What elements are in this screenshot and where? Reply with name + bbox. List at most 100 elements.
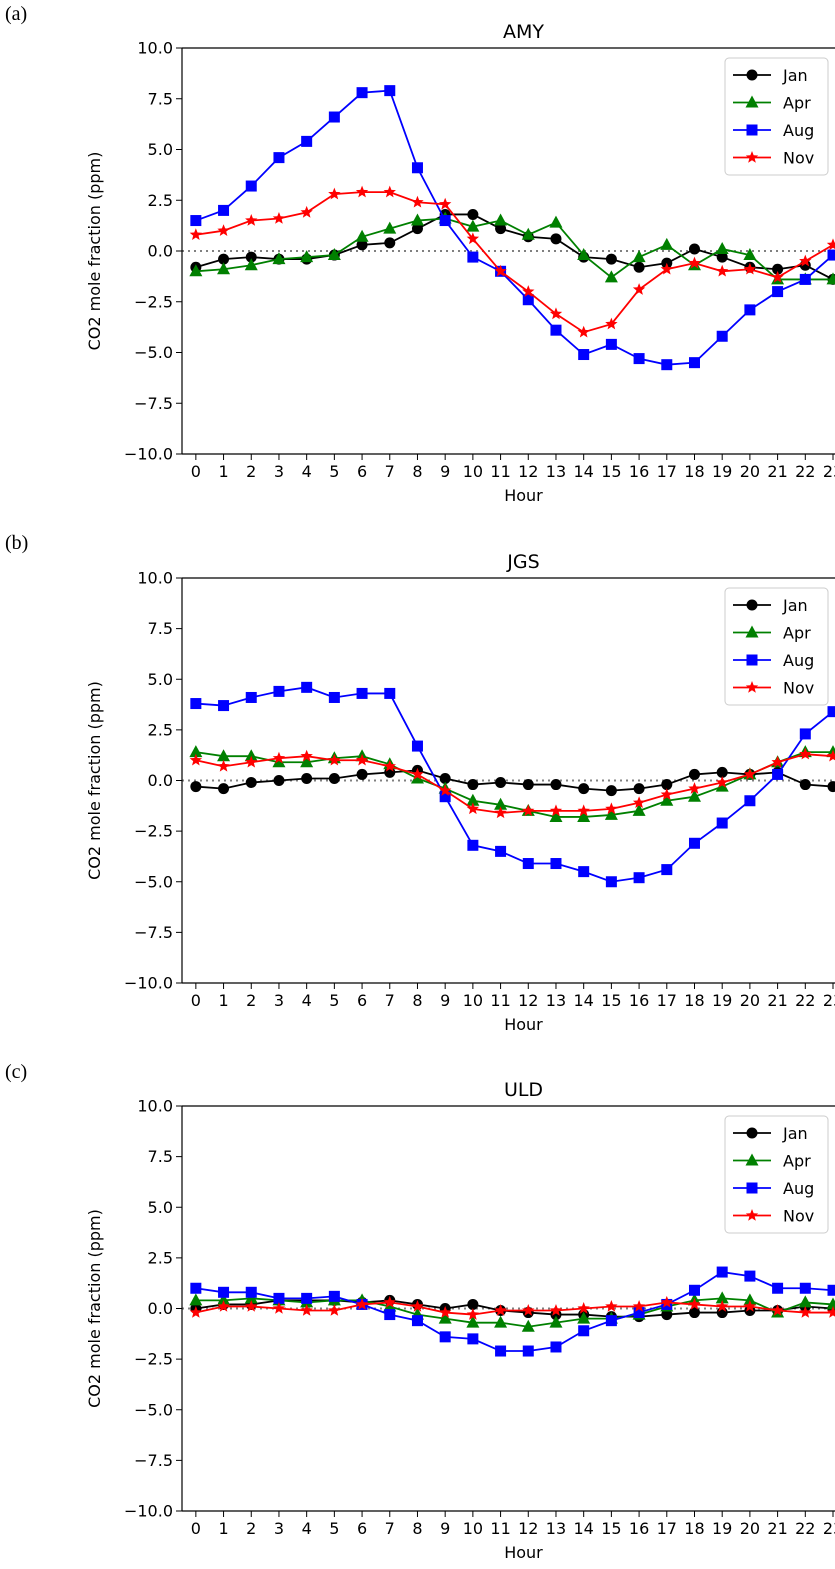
data-point-apr (327, 248, 341, 261)
y-axis-label: CO2 mole fraction (ppm) (85, 681, 104, 880)
data-point-apr (632, 803, 646, 816)
x-axis-label: Hour (504, 1543, 543, 1562)
data-point-aug (467, 1333, 479, 1345)
data-point-nov (522, 804, 535, 817)
data-point-nov (272, 751, 286, 764)
data-point-nov (826, 1306, 835, 1318)
y-tick-label: 0.0 (148, 1299, 173, 1318)
data-point-apr (604, 270, 618, 283)
data-point-aug (799, 1282, 811, 1294)
x-axis-label: Hour (504, 486, 543, 505)
x-tick-label: 15 (601, 991, 621, 1010)
y-tick-label: 5.0 (148, 670, 173, 689)
x-tick-label: 19 (712, 462, 732, 481)
data-point-aug (688, 837, 700, 849)
x-tick-label: 20 (740, 462, 760, 481)
y-tick-label: 7.5 (148, 1147, 173, 1166)
x-tick-label: 18 (684, 462, 704, 481)
x-tick-label: 14 (574, 991, 594, 1010)
data-point-nov (549, 1304, 563, 1316)
data-point-apr (410, 213, 424, 226)
data-point-aug (218, 1286, 230, 1298)
data-point-apr (577, 248, 591, 261)
x-tick-label: 1 (218, 462, 228, 481)
x-tick-label: 18 (684, 991, 704, 1010)
legend-marker (745, 1209, 759, 1221)
data-point-jan (384, 237, 396, 249)
data-point-jan (495, 777, 507, 789)
y-tick-label: 10.0 (137, 39, 173, 58)
data-point-nov (743, 1299, 757, 1312)
legend-label: Jan (782, 1124, 808, 1143)
x-tick-label: 2 (246, 462, 256, 481)
data-point-aug (301, 135, 313, 147)
y-tick-label: −10.0 (124, 445, 173, 464)
data-point-nov (328, 753, 341, 766)
x-tick-label: 8 (412, 991, 422, 1010)
y-tick-label: 10.0 (137, 1097, 173, 1116)
data-point-nov (826, 749, 835, 762)
legend-marker (746, 599, 758, 611)
data-point-nov (411, 1299, 424, 1312)
data-point-aug (772, 286, 784, 298)
data-point-jan (245, 251, 257, 263)
data-point-apr (217, 262, 231, 275)
legend-label: Apr (783, 624, 811, 643)
x-tick-label: 1 (218, 991, 228, 1010)
data-point-nov (660, 262, 673, 275)
data-point-aug (301, 681, 313, 693)
x-tick-label: 6 (357, 991, 367, 1010)
data-point-nov (743, 767, 757, 780)
data-point-nov (245, 214, 258, 226)
series-aug (190, 681, 835, 888)
series-apr (189, 211, 835, 285)
panel-label: (b) (5, 532, 28, 554)
data-point-aug (522, 294, 534, 306)
legend-marker (746, 1182, 758, 1194)
data-point-nov (383, 1295, 396, 1308)
x-axis-label: Hour (504, 1015, 543, 1034)
panel-label: (c) (5, 1061, 27, 1083)
data-point-nov (272, 1302, 286, 1314)
data-point-nov (799, 254, 812, 267)
data-point-jan (661, 779, 673, 791)
y-tick-label: 0.0 (148, 771, 173, 790)
chart-panel-1: (a) AMY 10.0 7.5 5.0 2.5 0.0 −2.5 −5.0 −7.5 −10.0 0… (5, 3, 835, 505)
legend-marker (745, 625, 759, 638)
x-tick-label: 13 (546, 991, 566, 1010)
x-tick-label: 9 (440, 1519, 450, 1538)
data-point-jan (218, 253, 230, 265)
data-point-jan (633, 261, 645, 273)
data-point-jan (218, 783, 230, 795)
data-point-apr (715, 1291, 729, 1304)
legend-marker (745, 681, 759, 693)
x-tick-label: 4 (302, 991, 312, 1010)
data-point-nov (189, 753, 203, 766)
data-point-apr (687, 789, 701, 802)
data-point-nov (245, 1299, 258, 1312)
x-tick-label: 14 (574, 1519, 594, 1538)
data-point-apr (577, 809, 591, 822)
panel-label: (a) (5, 3, 27, 25)
x-tick-label: 21 (767, 1519, 787, 1538)
data-point-aug (661, 864, 673, 876)
data-point-apr (410, 771, 424, 784)
y-tick-label: 2.5 (148, 191, 173, 210)
data-point-jan (716, 766, 728, 778)
x-tick-label: 17 (657, 991, 677, 1010)
data-point-nov (438, 197, 452, 210)
data-point-aug (716, 817, 728, 829)
data-point-nov (438, 1306, 452, 1318)
x-tick-label: 15 (601, 462, 621, 481)
data-point-nov (438, 784, 452, 796)
data-point-apr (632, 250, 646, 263)
data-point-aug (605, 1315, 617, 1327)
data-point-nov (799, 747, 812, 760)
data-point-nov (577, 1302, 590, 1314)
data-point-nov (466, 802, 480, 815)
data-point-nov (411, 767, 424, 780)
data-point-aug (633, 1307, 645, 1319)
data-point-apr (438, 1311, 452, 1324)
data-point-nov (411, 195, 424, 208)
plot-area (189, 681, 835, 888)
